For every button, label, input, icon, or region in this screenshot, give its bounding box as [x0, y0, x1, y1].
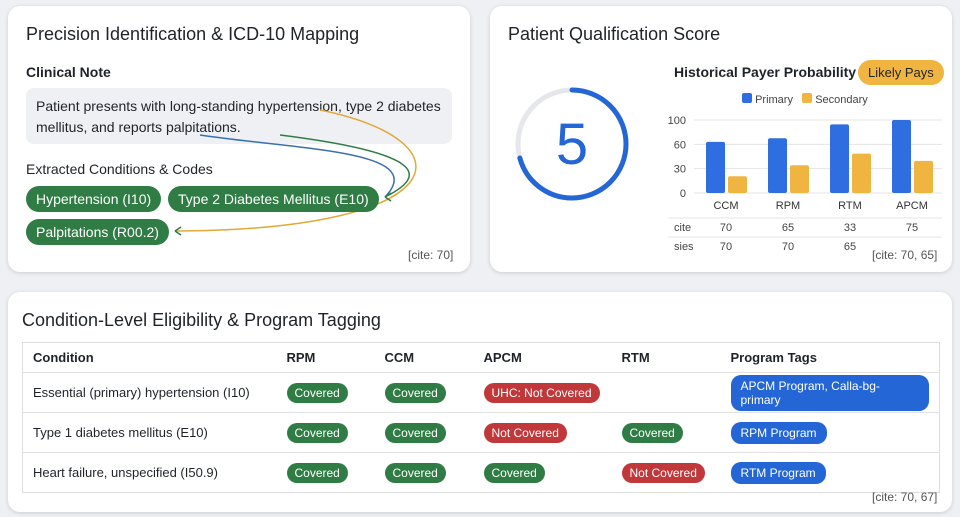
payer-chart: 0 30 60 100 CCM RPM RTM APCM cite 70 65 33 75 sies 70 7…: [668, 115, 942, 253]
mapping-arrows: [174, 109, 417, 236]
bar-secondary: [728, 176, 747, 193]
row-label: cite: [674, 222, 691, 234]
row-value: 33: [844, 222, 856, 234]
eligibility-table: Condition RPM CCM APCM RTM Program Tags …: [22, 342, 940, 493]
bar-primary: [706, 141, 725, 193]
col-program-tags: Program Tags: [730, 350, 817, 365]
coverage-badge: Covered: [384, 462, 446, 483]
bar-primary: [892, 120, 911, 193]
row-value: 70: [720, 222, 732, 234]
coverage-badge: Covered: [286, 422, 348, 443]
mapping-title: Precision Identification & ICD-10 Mappin…: [26, 24, 360, 44]
coverage-badge: Covered: [483, 462, 545, 483]
condition-pill[interactable]: Palpitations (R00.2): [26, 219, 169, 245]
condition-pill[interactable]: Hypertension (I10): [26, 186, 162, 212]
condition-cell: Heart failure, unspecified (I50.9): [22, 452, 277, 493]
coverage-badge: Not Covered: [483, 422, 567, 443]
condition-cell: Essential (primary) hypertension (I10): [22, 372, 277, 413]
row-label: sies: [674, 241, 694, 253]
coverage-cell: Covered: [374, 412, 474, 453]
bar-secondary: [852, 153, 871, 193]
coverage-cell: Covered: [374, 372, 474, 413]
coverage-badge: Covered: [621, 422, 683, 443]
table-header: Condition RPM CCM APCM RTM Program Tags: [23, 343, 940, 373]
legend-secondary: Secondary: [815, 94, 868, 106]
score-cite: [cite: 70, 65]: [872, 248, 938, 262]
score-title: Patient Qualification Score: [508, 24, 721, 44]
table-row: Type 1 diabetes mellitus (E10) Covered Cov…: [22, 412, 940, 453]
likely-pays-badge: Likely Pays: [858, 60, 944, 85]
coverage-cell: Covered: [473, 452, 612, 493]
coverage-cell: Covered: [276, 452, 375, 493]
y-tick-label: 100: [668, 115, 686, 127]
coverage-badge: UHC: Not Covered: [483, 382, 600, 403]
legend-primary: Primary: [755, 94, 793, 106]
row-value: 65: [782, 222, 794, 234]
y-tick-label: 60: [674, 139, 686, 151]
x-tick-label: CCM: [713, 200, 738, 212]
condition-pill[interactable]: Type 2 Diabetes Mellitus (E10): [168, 186, 379, 212]
eligibility-title: Condition-Level Eligibility & Program Ta…: [22, 310, 381, 330]
coverage-cell: Covered: [374, 452, 474, 493]
coverage-cell: [611, 372, 721, 413]
coverage-cell: Not Covered: [611, 452, 721, 493]
coverage-badge: Covered: [286, 382, 348, 403]
program-tag-badge[interactable]: APCM Program, Calla-bg-primary: [730, 374, 929, 411]
clinical-note-label: Clinical Note: [26, 64, 111, 80]
y-tick-label: 30: [674, 164, 686, 176]
coverage-cell: Covered: [276, 372, 375, 413]
coverage-badge: Not Covered: [621, 462, 705, 483]
coverage-cell: Covered: [276, 412, 375, 453]
mapping-cite: [cite: 70]: [408, 248, 454, 262]
x-tick-label: RTM: [838, 200, 862, 212]
bar-primary: [768, 138, 787, 193]
bar-primary: [830, 124, 849, 193]
col-apcm: APCM: [483, 350, 522, 365]
program-tag-badge[interactable]: RPM Program: [730, 421, 827, 444]
coverage-badge: Covered: [286, 462, 348, 483]
row-value: 65: [844, 241, 856, 253]
payer-subtitle: Historical Payer Probability: [674, 64, 857, 80]
qualification-card: [490, 6, 952, 272]
table-row: Heart failure, unspecified (I50.9) Covere…: [22, 452, 940, 493]
condition-cell: Type 1 diabetes mellitus (E10): [22, 412, 277, 453]
score-gauge: 5: [515, 87, 629, 201]
x-tick-label: APCM: [896, 200, 928, 212]
coverage-badge: Covered: [384, 422, 446, 443]
row-value: 70: [720, 241, 732, 253]
legend-secondary-swatch: [802, 93, 813, 103]
coverage-cell: UHC: Not Covered: [473, 372, 612, 413]
coverage-cell: Covered: [611, 412, 721, 453]
program-tag-badge[interactable]: RTM Program: [730, 461, 826, 484]
col-rpm: RPM: [286, 350, 316, 365]
legend-primary-swatch: [742, 93, 752, 103]
bar-secondary: [914, 160, 933, 193]
program-tag-cell: RPM Program: [720, 412, 940, 453]
col-condition: Condition: [33, 350, 94, 365]
bar-secondary: [790, 165, 809, 193]
y-tick-label: 0: [680, 188, 686, 200]
col-rtm: RTM: [621, 350, 650, 365]
clinical-note-text: Patient presents with long-standing hype…: [26, 88, 452, 144]
score-value: 5: [556, 112, 588, 177]
coverage-cell: Not Covered: [473, 412, 612, 453]
x-tick-label: RPM: [776, 200, 800, 212]
row-value: 75: [906, 222, 918, 234]
chart-legend: Primary Secondary: [742, 93, 868, 106]
col-ccm: CCM: [384, 350, 415, 365]
program-tag-cell: RTM Program: [720, 452, 940, 493]
row-value: 70: [782, 241, 794, 253]
program-tag-cell: APCM Program, Calla-bg-primary: [720, 372, 940, 413]
coverage-badge: Covered: [384, 382, 446, 403]
eligibility-cite: [cite: 70, 67]: [872, 490, 938, 504]
extracted-label: Extracted Conditions & Codes: [26, 161, 213, 177]
table-row: Essential (primary) hypertension (I10) Co…: [22, 372, 940, 413]
